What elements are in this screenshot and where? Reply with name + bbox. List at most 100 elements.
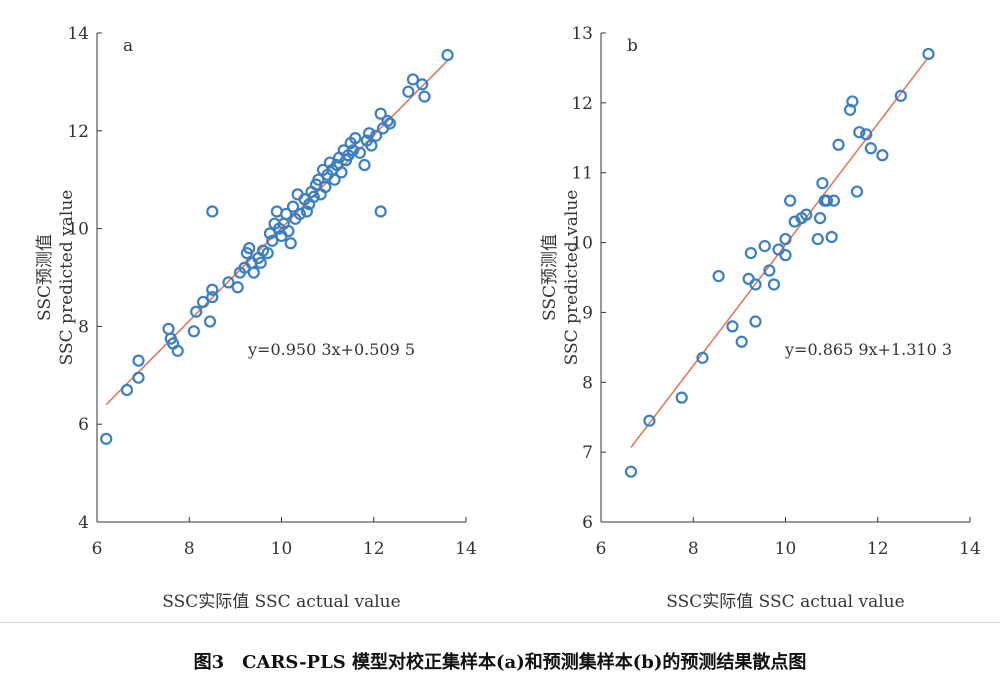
data-point [832,138,845,151]
data-point [846,95,859,108]
data-point [816,177,829,190]
x-tick-label: 14 [455,539,477,559]
data-point [312,173,325,186]
x-tick-label: 6 [596,539,607,559]
x-axis-label: SSC实际值 SSC actual value [162,592,400,612]
x-tick-label: 10 [271,539,293,559]
data-point [624,465,638,478]
data-point [286,200,300,213]
panel-label: b [627,36,638,56]
data-point [282,224,295,238]
data-point [187,325,200,338]
data-point [767,278,781,291]
data-point [206,290,219,304]
data-point [196,295,210,309]
regression-equation: y=0.865 9x+1.310 3 [784,340,952,359]
chart-panel-b: 6 8 10 12 14 6 7 8 9 10 11 12 13 b y=0.865 9x+1.310 3 S… [540,24,981,612]
data-point [813,212,827,225]
data-point [735,335,748,348]
y-tick-label: 9 [582,303,593,323]
data-point [763,264,776,277]
x-tick-label: 10 [775,539,797,559]
y-tick-label: 7 [582,443,593,463]
y-axis-label-cn: SSC预测值 [540,234,560,321]
data-point [643,414,656,427]
data-point [860,128,873,141]
data-point [418,90,431,103]
data-point [284,237,297,250]
y-tick-label: 13 [571,24,593,44]
data-point [758,239,771,253]
data-point [307,190,320,203]
regression-line [630,56,930,448]
data-point [827,194,841,207]
data-point [243,242,256,255]
data-point [206,283,219,296]
data-point [779,249,792,262]
data-point [132,371,145,384]
data-point [675,391,688,404]
data-point [922,47,935,61]
data-point [749,315,762,328]
data-point [406,73,420,86]
data-point [843,103,857,116]
data-point [100,432,113,445]
data-point [864,142,877,155]
data-point [162,322,175,335]
data-point [346,144,360,157]
data-point [254,256,267,269]
data-point [132,354,145,367]
y-axis-label: SSC预测值 SSC predicted value [540,190,582,366]
data-point [825,230,838,244]
data-point [853,126,866,139]
y-tick-label: 12 [67,122,89,142]
data-point [894,89,907,102]
y-tick-label: 8 [582,373,593,393]
data-point [696,351,709,364]
data-point [374,205,387,218]
y-tick-label: 14 [67,24,89,44]
data-point [319,180,332,194]
y-tick-label: 10 [67,220,89,240]
data-point [323,156,337,169]
data-point [353,146,367,159]
data-point [263,227,277,240]
y-tick-label: 6 [78,415,89,435]
data-point [328,173,341,186]
x-tick-label: 12 [867,539,889,559]
data-point [171,344,184,357]
data-point [349,132,362,145]
y-axis-label-en: SSC predicted value [57,190,77,366]
y-axis-label: SSC预测值 SSC predicted value [35,190,77,366]
data-point [358,158,371,172]
regression-equation: y=0.950 3x+0.509 5 [247,340,415,359]
x-tick-label: 8 [688,539,699,559]
data-point [261,246,274,260]
divider [0,622,1000,623]
data-point [247,266,260,279]
data-point [800,208,813,221]
data-point [784,194,797,207]
data-point [374,107,387,120]
data-point [222,276,235,289]
figure: 6 8 10 12 14 4 6 8 10 12 14 a y=0.950 3x+0.509 5 SSC实… [35,24,981,612]
data-point [363,127,376,140]
data-point [779,232,792,246]
x-tick-label: 12 [363,539,385,559]
data-point [788,215,801,228]
data-point [190,305,203,318]
data-point [850,185,864,198]
data-point [712,270,725,283]
y-tick-label: 11 [571,164,593,184]
figure-caption: 图3 CARS-PLS 模型对校正集样本(a)和预测集样本(b)的预测结果散点图 [193,652,807,673]
y-tick-label: 8 [78,317,89,337]
data-point [381,114,394,128]
data-point [365,139,378,152]
data-point [749,278,762,291]
data-point [293,207,307,221]
data-point [811,232,824,246]
data-point [206,205,219,218]
x-tick-label: 8 [184,539,195,559]
data-point [300,205,313,218]
